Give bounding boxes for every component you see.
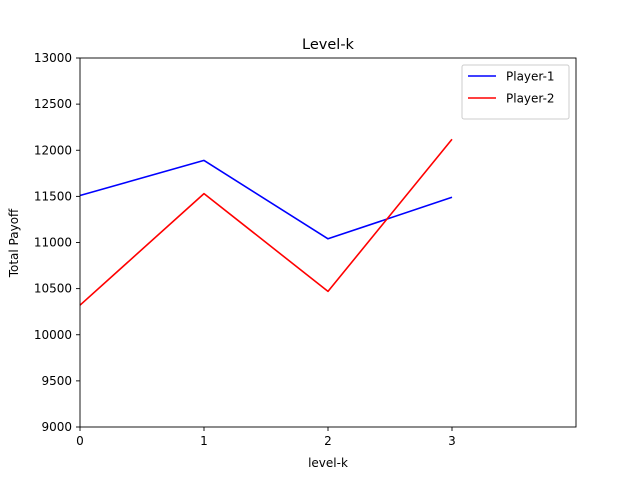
- series-line-1: [79, 159, 453, 240]
- y-tick-label: 13000: [34, 51, 72, 65]
- legend-box: [461, 64, 570, 120]
- y-tick-label: 10500: [34, 282, 72, 296]
- axes-layer: 0 1 2 3 9000 9500 10000 10500 11000 11500 12000 125…: [34, 51, 577, 448]
- series-line-2: [79, 138, 453, 306]
- y-tick-label: 12000: [34, 143, 72, 157]
- x-tick-label: 3: [448, 434, 456, 448]
- x-tick-label: 1: [200, 434, 208, 448]
- x-tick-label: 0: [76, 434, 84, 448]
- x-axis-label: level-k: [308, 456, 348, 470]
- y-tick-label: 10000: [34, 328, 72, 342]
- x-tick-label: 2: [324, 434, 332, 448]
- y-tick-label: 9500: [41, 374, 72, 388]
- legend: Player-1 Player-2: [461, 64, 570, 120]
- legend-label-2: Player-2: [506, 92, 555, 106]
- y-tick-label: 11000: [34, 236, 72, 250]
- series-layer: [79, 138, 453, 306]
- legend-label-1: Player-1: [506, 70, 555, 84]
- y-axis-label: Total Payoff: [7, 208, 21, 278]
- y-tick-label: 9000: [41, 420, 72, 434]
- chart-title: Level-k: [302, 37, 355, 53]
- y-tick-label: 11500: [34, 189, 72, 203]
- y-tick-label: 12500: [34, 97, 72, 111]
